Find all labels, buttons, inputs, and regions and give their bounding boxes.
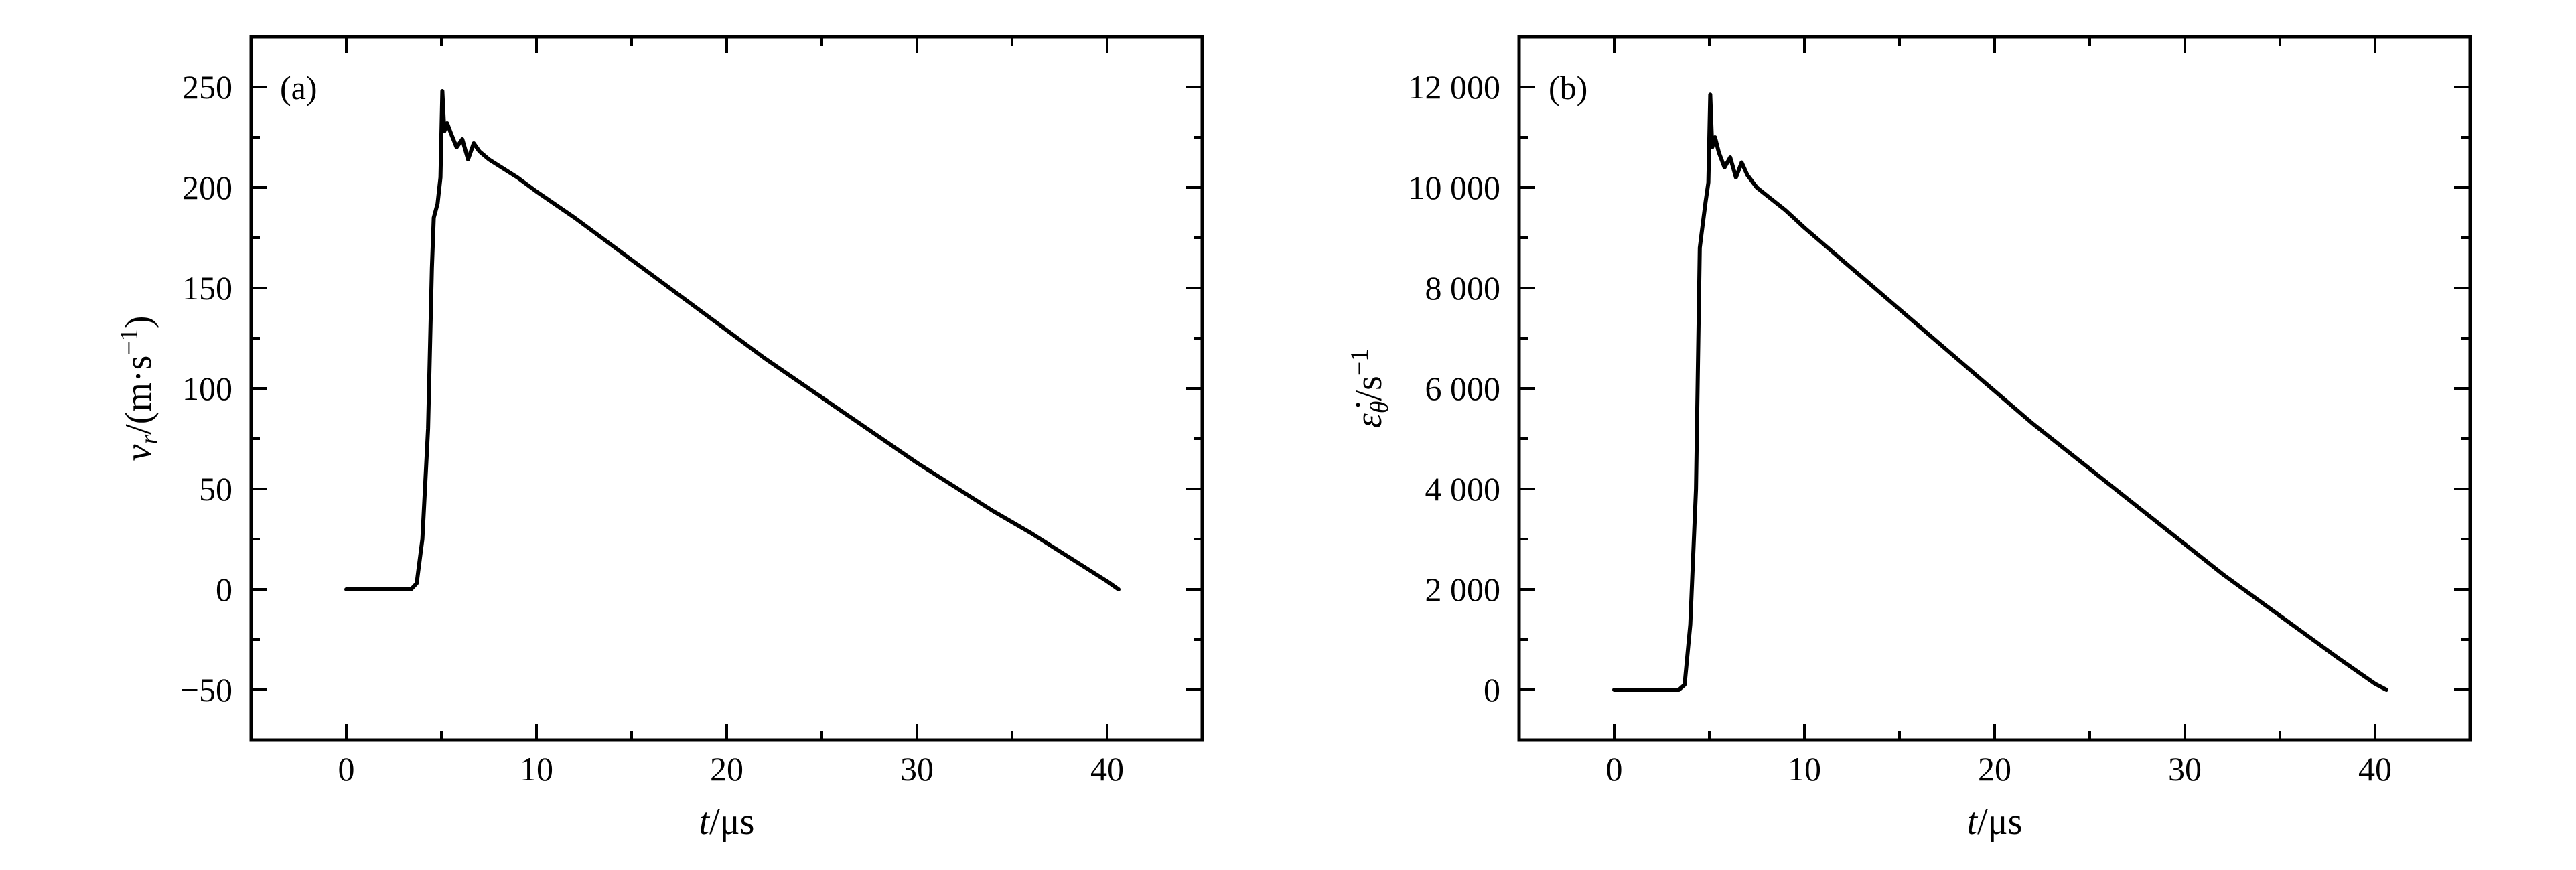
axis-tick-labels: 0 10 20 30 40 0 2 000 4 000 6 000 8 000 10 000 12 0… bbox=[1409, 68, 2392, 788]
y-tick-label: 50 bbox=[199, 470, 232, 508]
y-tick-label: 10 000 bbox=[1409, 169, 1501, 206]
panel-label: (a) bbox=[280, 69, 317, 106]
series-line bbox=[344, 89, 1121, 591]
panel-label: (b) bbox=[1549, 69, 1587, 106]
x-tick-label: 20 bbox=[710, 750, 743, 788]
y-tick-label: −50 bbox=[180, 671, 232, 709]
y-axis-label: vr/(m·s−1) bbox=[115, 316, 163, 461]
x-tick-label: 30 bbox=[2168, 750, 2202, 788]
y-axis-label: ε̇θ/s−1 bbox=[1346, 349, 1394, 429]
x-tick-label: 10 bbox=[520, 750, 553, 788]
series-line bbox=[1612, 92, 2388, 692]
x-axis-label: t/μs bbox=[699, 801, 755, 843]
y-tick-label: 200 bbox=[182, 169, 232, 206]
axis-ticks bbox=[251, 37, 1202, 740]
x-tick-label: 0 bbox=[338, 750, 355, 788]
y-tick-label: 4 000 bbox=[1425, 470, 1501, 508]
y-tick-label: 100 bbox=[182, 370, 232, 407]
y-tick-label: 0 bbox=[1484, 671, 1500, 709]
x-tick-label: 30 bbox=[900, 750, 934, 788]
plot-frame bbox=[249, 35, 1204, 742]
y-tick-label: 250 bbox=[182, 68, 232, 106]
x-tick-label: 20 bbox=[1978, 750, 2011, 788]
x-tick-label: 40 bbox=[1090, 750, 1124, 788]
x-axis-label: t/μs bbox=[1967, 801, 2023, 843]
chart-panel-a: (a) 0 10 20 30 40 −50 0 50 100 150 200 250 t/μs vr/… bbox=[115, 35, 1204, 843]
axis-tick-labels: 0 10 20 30 40 −50 0 50 100 150 200 250 bbox=[180, 68, 1124, 788]
y-tick-label: 6 000 bbox=[1425, 370, 1501, 407]
y-tick-label: 8 000 bbox=[1425, 269, 1501, 307]
chart-panel-b: (b) 0 10 20 30 40 0 2 000 4 000 6 000 8 000 10 000… bbox=[1346, 35, 2472, 843]
x-tick-label: 40 bbox=[2358, 750, 2392, 788]
y-tick-label: 0 bbox=[216, 571, 232, 608]
x-tick-label: 0 bbox=[1606, 750, 1623, 788]
axis-ticks bbox=[1519, 37, 2470, 740]
y-tick-label: 150 bbox=[182, 269, 232, 307]
y-tick-label: 12 000 bbox=[1409, 68, 1501, 106]
y-tick-label: 2 000 bbox=[1425, 571, 1501, 608]
x-tick-label: 10 bbox=[1788, 750, 1821, 788]
